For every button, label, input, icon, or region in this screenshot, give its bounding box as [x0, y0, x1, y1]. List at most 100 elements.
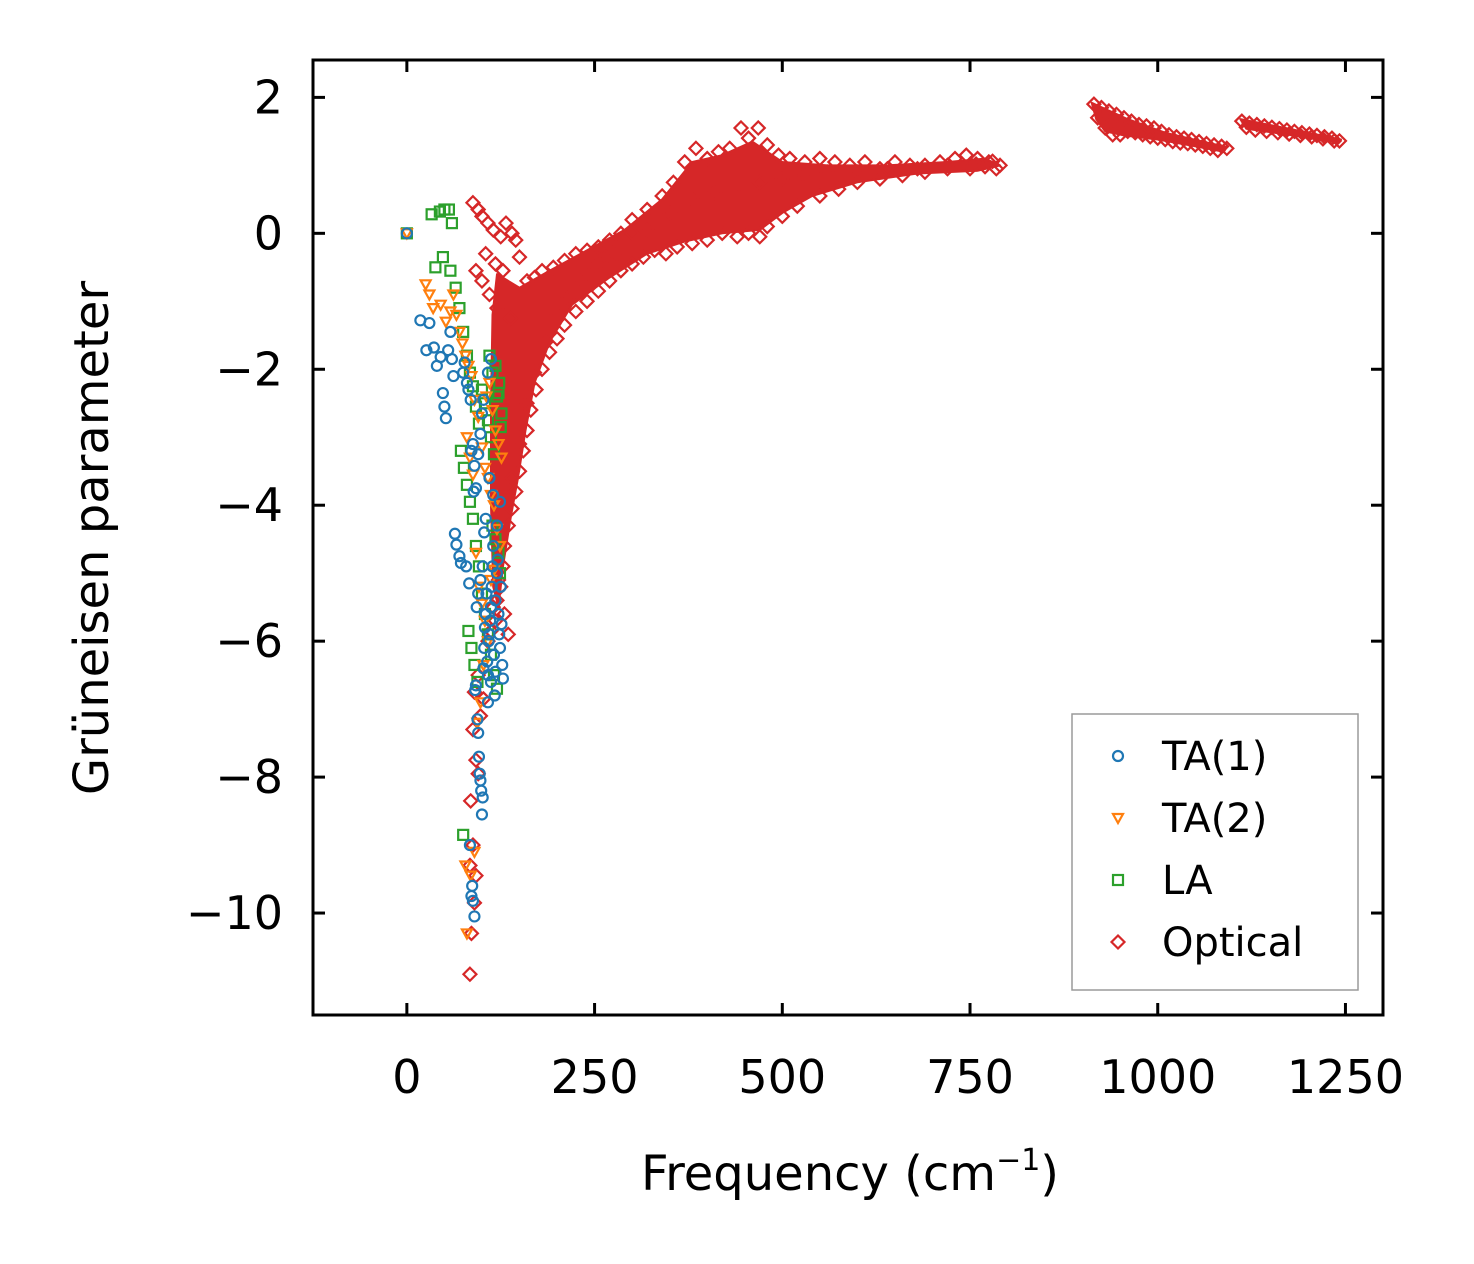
- y-tick-label: −8: [215, 750, 283, 804]
- scatter-point: [479, 512, 492, 525]
- scatter-point: [1115, 109, 1133, 126]
- scatter-point: [439, 316, 453, 329]
- plot-frame: [311, 58, 1385, 1017]
- scatter-point: [466, 512, 480, 525]
- scatter-point: [494, 452, 509, 465]
- scatter-point: [492, 228, 509, 245]
- scatter-markers: [399, 96, 1348, 983]
- scatter-point: [488, 300, 506, 317]
- scatter-point: [669, 238, 686, 255]
- legend-marker: [1111, 812, 1125, 826]
- scatter-point: [759, 218, 776, 235]
- scatter-point: [466, 469, 480, 482]
- y-tick-label: −6: [215, 614, 283, 668]
- scatter-point: [503, 500, 521, 517]
- scatter-point: [469, 683, 482, 697]
- scatter-point: [478, 615, 492, 629]
- scatter-point: [475, 598, 489, 612]
- scatter-point: [491, 438, 506, 452]
- scatter-point: [1089, 109, 1106, 126]
- scatter-point: [901, 157, 919, 174]
- scatter-point: [472, 750, 486, 763]
- scatter-point: [729, 228, 746, 245]
- scatter-point: [612, 225, 629, 242]
- scatter-point: [472, 587, 485, 600]
- scatter-point: [811, 187, 828, 204]
- scatter-point: [579, 242, 596, 259]
- x-tick-label: 1250: [1287, 1050, 1404, 1104]
- scatter-point: [579, 293, 596, 310]
- scatter-point: [469, 679, 483, 692]
- scatter-point: [418, 279, 433, 292]
- scatter-point: [455, 338, 470, 351]
- scatter-point: [590, 283, 607, 300]
- scatter-point: [492, 386, 505, 400]
- scatter-point: [1281, 126, 1298, 143]
- legend-marker: [1111, 873, 1125, 887]
- scatter-point: [458, 350, 473, 363]
- scatter-point: [466, 437, 480, 451]
- scatter-point: [567, 303, 584, 320]
- scatter-point: [472, 726, 485, 740]
- scatter-point: [483, 471, 496, 485]
- scatter-point: [751, 174, 768, 191]
- scatter-point: [463, 925, 480, 942]
- scatter-point: [527, 381, 545, 398]
- scatter-point: [759, 136, 776, 154]
- scatter-point: [819, 164, 836, 181]
- scatter-point: [423, 316, 436, 330]
- scatter-point: [467, 752, 484, 769]
- scatter-point: [541, 344, 558, 361]
- scatter-point: [537, 334, 554, 351]
- scatter-point: [433, 299, 448, 312]
- scatter-point: [639, 201, 656, 218]
- scatter-point: [420, 344, 433, 357]
- scatter-point: [463, 452, 477, 465]
- scatter-point: [879, 160, 896, 177]
- scatter-point: [518, 395, 536, 412]
- scatter-point: [442, 203, 456, 216]
- series-ta-1-: [400, 227, 510, 923]
- scatter-point: [445, 352, 459, 366]
- scatter-point: [484, 431, 498, 444]
- scatter-point: [639, 221, 656, 238]
- scatter-point: [511, 249, 528, 266]
- scatter-point: [548, 330, 566, 347]
- scatter-point: [849, 164, 866, 181]
- y-tick-label: 2: [254, 70, 283, 124]
- scatter-point: [476, 791, 489, 804]
- scatter-point: [1238, 119, 1255, 136]
- x-axis-title: Frequency (cm−1): [641, 1143, 1059, 1202]
- scatter-point: [474, 427, 487, 440]
- scatter-point: [469, 547, 483, 561]
- scatter-point: [463, 870, 478, 883]
- scatter-point: [465, 444, 478, 457]
- scatter-point: [571, 272, 588, 289]
- scatter-point: [939, 157, 956, 174]
- scatter-point: [470, 601, 483, 614]
- scatter-point: [477, 245, 494, 262]
- scatter-point: [826, 153, 843, 171]
- scatter-point: [721, 140, 738, 157]
- y-axis-title: Grüneisen parameter: [64, 281, 120, 796]
- scatter-point: [699, 232, 716, 249]
- y-tick-label: −2: [215, 342, 283, 396]
- scatter-point: [1100, 102, 1117, 120]
- scatter-point: [481, 366, 495, 379]
- scatter-point: [548, 306, 566, 323]
- scatter-point: [436, 251, 450, 264]
- scatter-point: [684, 235, 701, 252]
- scatter-point: [774, 170, 791, 188]
- scatter-point: [462, 792, 479, 809]
- scatter-point: [1247, 121, 1264, 139]
- scatter-point: [1218, 140, 1235, 157]
- scatter-point: [481, 655, 494, 668]
- scatter-point: [811, 150, 828, 167]
- scatter-point: [1269, 124, 1286, 141]
- scatter-point: [436, 386, 450, 400]
- scatter-point: [494, 262, 512, 279]
- scatter-point: [916, 164, 934, 181]
- scatter-point: [1085, 96, 1102, 113]
- scatter-point: [916, 157, 934, 174]
- scatter-point: [462, 624, 475, 638]
